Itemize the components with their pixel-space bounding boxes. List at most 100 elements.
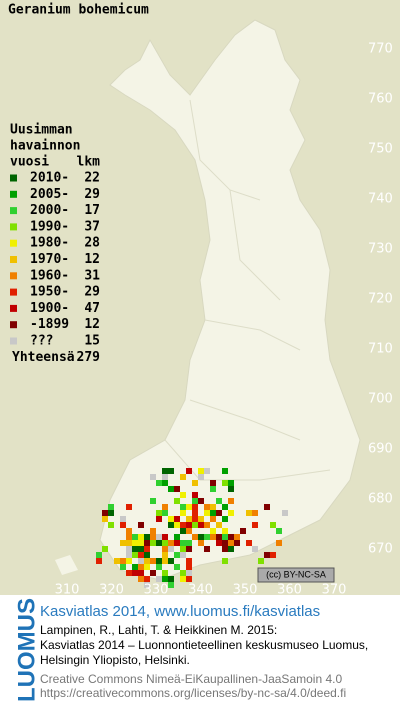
observation-square [180,474,186,480]
observation-square [168,468,174,474]
observation-square [186,570,192,576]
legend-count: 31 [84,268,100,283]
observation-square [174,564,180,570]
observation-square [156,534,162,540]
observation-square [246,540,252,546]
legend-count: 37 [84,219,100,234]
observation-square [168,558,174,564]
legend-count: 28 [84,236,100,251]
observation-square [234,534,240,540]
legend-count: 12 [84,317,100,332]
observation-square [162,558,168,564]
y-tick-label: 770 [368,42,393,57]
observation-square [180,522,186,528]
observation-square [270,552,276,558]
observation-square [180,576,186,582]
observation-square [132,546,138,552]
x-tick-label: 320 [99,583,124,598]
observation-square [138,558,144,564]
observation-square [108,510,114,516]
legend-count: 29 [84,187,100,202]
observation-square [156,516,162,522]
observation-square [108,522,114,528]
observation-square [246,510,252,516]
x-tick-label: 340 [188,583,213,598]
license-badge: (cc) BY-NC-SA [257,567,335,583]
observation-square [144,546,150,552]
observation-square [162,570,168,576]
observation-square [144,552,150,558]
observation-square [174,498,180,504]
observation-square [138,564,144,570]
observation-square [180,546,186,552]
observation-square [180,552,186,558]
observation-square [198,540,204,546]
observation-square [180,510,186,516]
observation-square [180,504,186,510]
observation-square [282,510,288,516]
observation-square [138,540,144,546]
observation-square [156,510,162,516]
heading: Kasviatlas 2014, www.luomus.fi/kasviatla… [40,603,320,620]
observation-square [180,540,186,546]
legend-header: vuosi [10,155,49,170]
observation-square [222,546,228,552]
legend-swatch [10,304,17,312]
legend-count: 12 [84,252,100,267]
y-tick-label: 680 [368,492,393,507]
observation-square [210,516,216,522]
observation-square [186,576,192,582]
observation-square [168,546,174,552]
observation-square [126,540,132,546]
observation-square [126,558,132,564]
observation-square [156,564,162,570]
observation-square [216,510,222,516]
observation-square [174,522,180,528]
legend-count: 22 [84,171,100,186]
observation-square [180,528,186,534]
observation-square [174,540,180,546]
observation-square [138,570,144,576]
legend-label: 1970- [30,252,69,267]
observation-square [120,558,126,564]
observation-square [198,534,204,540]
observation-square [132,552,138,558]
legend-swatch [10,207,17,215]
legend-label: 2005- [30,187,69,202]
legend-swatch [10,288,17,296]
observation-square [210,510,216,516]
badge-text: (cc) BY-NC-SA [266,569,326,579]
observation-square [138,552,144,558]
observation-square [180,570,186,576]
brand: LUOMUS [13,598,40,702]
observation-square [168,486,174,492]
observation-square [186,516,192,522]
observation-square [156,576,162,582]
observation-square [150,540,156,546]
observation-square [186,558,192,564]
observation-square [168,576,174,582]
observation-square [162,504,168,510]
observation-square [192,504,198,510]
legend-count: 17 [84,203,100,218]
observation-square [186,540,192,546]
observation-square [126,534,132,540]
y-tick-label: 710 [368,342,393,357]
observation-square [216,534,222,540]
observation-square [132,570,138,576]
legend-header: lkm [77,155,101,170]
observation-square [192,516,198,522]
title: Geranium bohemicum [8,3,149,18]
legend-label: 1900- [30,301,69,316]
observation-square [126,504,132,510]
observation-square [120,540,126,546]
observation-square [144,540,150,546]
observation-square [138,576,144,582]
observation-square [150,474,156,480]
observation-square [162,510,168,516]
observation-square [210,504,216,510]
y-tick-label: 730 [368,242,393,257]
observation-square [120,522,126,528]
y-tick-label: 690 [368,442,393,457]
y-tick-label: 700 [368,392,393,407]
